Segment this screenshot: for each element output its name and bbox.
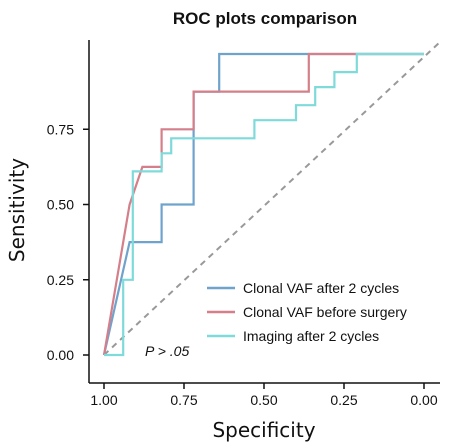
y-tick-label: 0.00: [47, 347, 74, 363]
legend: Clonal VAF after 2 cycles Clonal VAF befo…: [207, 280, 407, 344]
x-tick-label: 0.00: [410, 392, 437, 408]
series-group: [102, 52, 424, 357]
x-tick-label: 0.50: [250, 392, 277, 408]
legend-label: Clonal VAF after 2 cycles: [243, 280, 399, 296]
y-tick-label: 0.75: [47, 121, 74, 137]
x-tick-label: 0.75: [170, 392, 197, 408]
x-tick-label: 0.25: [330, 392, 357, 408]
x-tick-label: 1.00: [90, 392, 117, 408]
y-axis-title: Sensitivity: [5, 158, 29, 262]
x-axis-title: Specificity: [212, 418, 315, 442]
legend-label: Imaging after 2 cycles: [243, 328, 379, 344]
y-tick-group: 0.00 0.25 0.50 0.75: [47, 121, 89, 363]
roc-line-2: [102, 52, 424, 356]
legend-label: Clonal VAF before surgery: [243, 304, 407, 320]
y-tick-label: 0.25: [47, 272, 74, 288]
plot-area: 1.00 0.75 0.50 0.25 0.00 0.00 0.25 0.50 0.75: [47, 40, 441, 408]
x-tick-group: 1.00 0.75 0.50 0.25 0.00: [90, 383, 438, 408]
p-value-annotation: P > .05: [145, 343, 189, 359]
chart-title: ROC plots comparison: [173, 9, 357, 28]
y-tick-label: 0.50: [47, 197, 74, 213]
roc-line-3: [104, 52, 424, 357]
roc-line-1: [102, 52, 424, 356]
